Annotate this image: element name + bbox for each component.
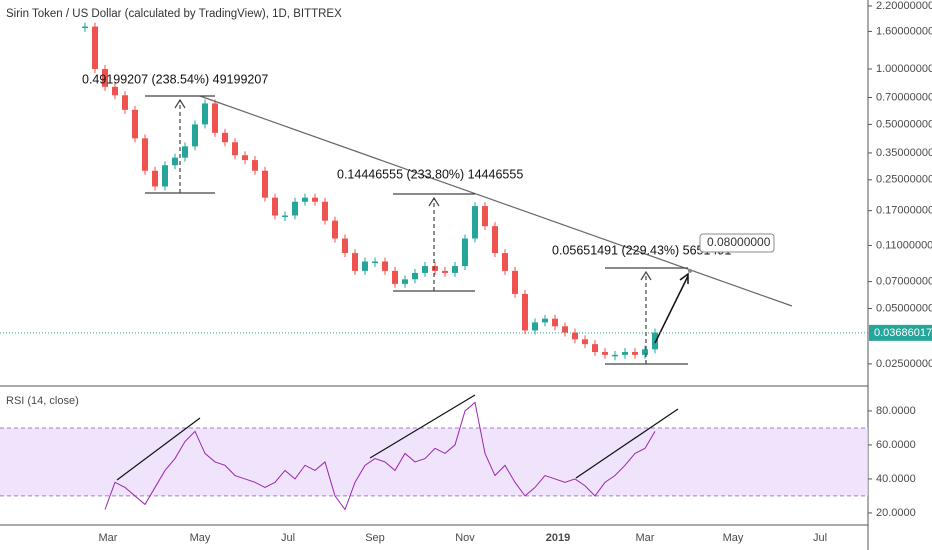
- candle: [502, 253, 508, 271]
- candle: [582, 339, 588, 345]
- annotation: 0.05651491 (229.43%) 5651491: [552, 243, 731, 257]
- x-tick-label: Nov: [455, 532, 475, 544]
- candle: [482, 206, 488, 227]
- x-tick-label: May: [190, 532, 211, 544]
- candle: [542, 318, 548, 323]
- x-tick-label: Mar: [99, 532, 118, 544]
- y-tick-label: 20.0000: [876, 507, 916, 519]
- y-tick-label: 0.11000000: [876, 239, 932, 251]
- annotation: 0.49199207 (238.54%) 49199207: [82, 72, 268, 86]
- callout-point: [688, 268, 692, 273]
- rsi-title: RSI (14, close): [6, 395, 79, 407]
- candle: [622, 352, 628, 355]
- candle: [222, 132, 228, 143]
- candle: [362, 261, 368, 271]
- candle: [102, 68, 108, 87]
- x-tick-label: Jul: [281, 532, 295, 544]
- candle: [142, 138, 148, 171]
- candle: [112, 86, 118, 96]
- y-tick-label: 40.0000: [876, 473, 916, 485]
- x-tick-label: Mar: [636, 532, 655, 544]
- candle: [382, 261, 388, 271]
- last-price-tag: [869, 324, 932, 341]
- candle: [472, 206, 478, 239]
- callout-label: 0.08000000: [707, 235, 771, 249]
- candle: [562, 326, 568, 333]
- y-tick-label: 0.17000000: [876, 205, 932, 217]
- candle: [652, 332, 658, 350]
- y-tick-label: 0.35000000: [876, 147, 932, 159]
- x-tick-label: Sep: [365, 532, 385, 544]
- candle: [172, 157, 178, 166]
- candle: [162, 165, 168, 187]
- candle: [402, 279, 408, 284]
- candle: [572, 332, 578, 340]
- drawings: [116, 95, 793, 481]
- candle: [632, 352, 638, 355]
- candle: [492, 226, 498, 254]
- x-tick-label: 2019: [546, 532, 570, 544]
- candle: [612, 354, 618, 357]
- candle: [342, 238, 348, 254]
- callout-box: [699, 233, 775, 253]
- candle: [92, 26, 98, 69]
- candle: [252, 160, 258, 171]
- candle: [532, 322, 538, 331]
- candle: [412, 272, 418, 280]
- y-tick-label: 0.50000000: [876, 118, 932, 130]
- candle: [522, 293, 528, 331]
- y-tick-label: 0.05000000: [876, 302, 932, 314]
- candle: [392, 270, 398, 284]
- y-tick-label: 0.25000000: [876, 174, 932, 186]
- candle: [352, 253, 358, 271]
- y-tick-label: 2.20000000: [876, 0, 932, 12]
- y-tick-label: 0.70000000: [876, 91, 932, 103]
- y-tick-label: 1.00000000: [876, 63, 932, 75]
- candle: [512, 270, 518, 294]
- y-tick-label: 0.02500000: [876, 358, 932, 370]
- candle: [372, 261, 378, 263]
- candle: [212, 103, 218, 133]
- annotation: 0.14446555 (233.80%) 14446555: [337, 167, 523, 181]
- candle: [602, 352, 608, 355]
- candle: [262, 170, 268, 198]
- y-tick-label: 1.60000000: [876, 25, 932, 37]
- candle: [82, 26, 88, 29]
- candle: [442, 270, 448, 273]
- y-tick-label: 0.07000000: [876, 275, 932, 287]
- candle: [312, 197, 318, 202]
- rsi-band: [0, 427, 868, 496]
- candle: [462, 238, 468, 267]
- candle: [242, 155, 248, 161]
- y-tick-label: 60.0000: [876, 439, 916, 451]
- candle: [332, 220, 338, 239]
- y-tick-label: 80.0000: [876, 405, 916, 417]
- candle: [452, 266, 458, 273]
- candle: [122, 95, 128, 110]
- candle: [642, 349, 648, 355]
- candle: [132, 109, 138, 139]
- candle: [182, 146, 188, 158]
- marks: [0, 22, 868, 511]
- candle: [292, 201, 298, 216]
- x-tick-label: Jul: [813, 532, 827, 544]
- candle: [422, 266, 428, 273]
- candle: [192, 124, 198, 147]
- candle: [302, 197, 308, 202]
- candle: [152, 170, 158, 187]
- candle: [432, 266, 438, 271]
- candle: [282, 215, 288, 217]
- candle: [322, 201, 328, 221]
- candle: [272, 197, 278, 216]
- rsi-line: [104, 401, 656, 511]
- x-tick-label: May: [723, 532, 744, 544]
- candle: [232, 142, 238, 156]
- chart-title: Sirin Token / US Dollar (calculated by T…: [6, 8, 342, 20]
- candle: [552, 318, 558, 327]
- candle: [592, 344, 598, 353]
- candle: [202, 103, 208, 125]
- last-price-label: 0.03686017: [874, 327, 932, 339]
